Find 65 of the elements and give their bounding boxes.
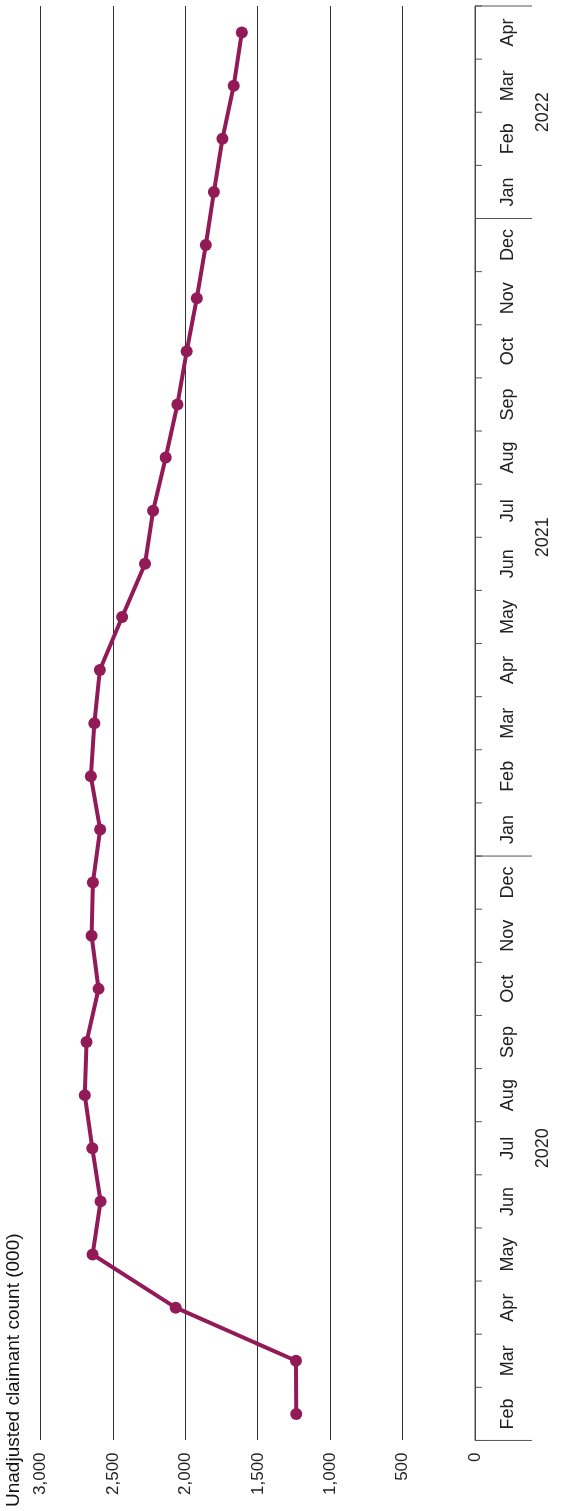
text: Unadjusted claimant count (000)	[1, 1233, 23, 1507]
point	[180, 345, 193, 358]
y-tick-label: Feb	[496, 1398, 517, 1430]
point	[84, 770, 97, 783]
x-tick-label: 0	[464, 1452, 484, 1462]
point	[290, 1407, 303, 1420]
y-tick-label: Jul	[496, 1136, 517, 1160]
y-tick-label: May	[496, 1237, 517, 1272]
y-tick-label: Jan	[496, 177, 517, 207]
point	[235, 26, 248, 39]
point	[116, 610, 129, 623]
point	[86, 876, 99, 889]
point	[93, 664, 106, 677]
y-tick-label: Apr	[496, 18, 517, 47]
y-tick-label: Jun	[496, 549, 517, 579]
point	[86, 1248, 99, 1261]
point	[78, 1089, 91, 1102]
y-tick-label: Sep	[496, 1025, 517, 1059]
y-tick-label: Oct	[496, 337, 517, 366]
point	[139, 557, 152, 570]
point	[92, 982, 105, 995]
x-tick-label: 500	[392, 1452, 412, 1481]
point	[216, 132, 229, 145]
text: 2021	[531, 517, 552, 558]
point	[159, 451, 172, 464]
y-tick-label: Nov	[496, 282, 517, 315]
y-tick-label: May	[496, 599, 517, 634]
point	[169, 1301, 182, 1314]
point	[80, 1036, 93, 1048]
point	[94, 1195, 107, 1208]
y-tick-label: Jan	[496, 814, 517, 844]
x-tick-label: 3,000	[30, 1452, 50, 1496]
y-tick-label: Feb	[496, 760, 517, 792]
y-tick-label: Mar	[496, 1345, 517, 1377]
y-tick-label: Oct	[496, 974, 517, 1003]
y-tick-label: Jul	[496, 499, 517, 523]
y-tick-label: Nov	[496, 919, 517, 952]
point	[190, 292, 203, 305]
x-tick-label: 2,500	[102, 1452, 122, 1496]
point	[88, 717, 101, 730]
y-tick-label: Sep	[496, 388, 517, 421]
y-tick-label: Aug	[496, 1079, 517, 1112]
y-tick-label: Dec	[496, 866, 517, 899]
x-tick-label: 2,000	[175, 1452, 195, 1496]
point	[289, 1354, 302, 1367]
text: 2022	[531, 92, 552, 133]
point	[94, 823, 107, 836]
x-tick-label: 1,000	[319, 1452, 339, 1496]
y-tick-label: Mar	[496, 70, 517, 102]
point	[86, 1142, 99, 1155]
text: 2020	[531, 1128, 552, 1169]
point	[207, 185, 220, 198]
y-tick-label: Aug	[496, 441, 517, 474]
y-tick-label: Dec	[496, 229, 517, 262]
y-tick-label: Feb	[496, 123, 517, 155]
y-tick-label: Apr	[496, 656, 517, 685]
point	[171, 398, 184, 411]
point	[147, 504, 160, 517]
y-tick-label: Jun	[496, 1186, 517, 1216]
y-tick-label: Mar	[496, 707, 517, 739]
point	[227, 79, 240, 92]
x-tick-label: 1,500	[247, 1452, 267, 1496]
point	[85, 929, 98, 942]
point	[199, 239, 212, 252]
y-tick-label: Apr	[496, 1293, 517, 1322]
